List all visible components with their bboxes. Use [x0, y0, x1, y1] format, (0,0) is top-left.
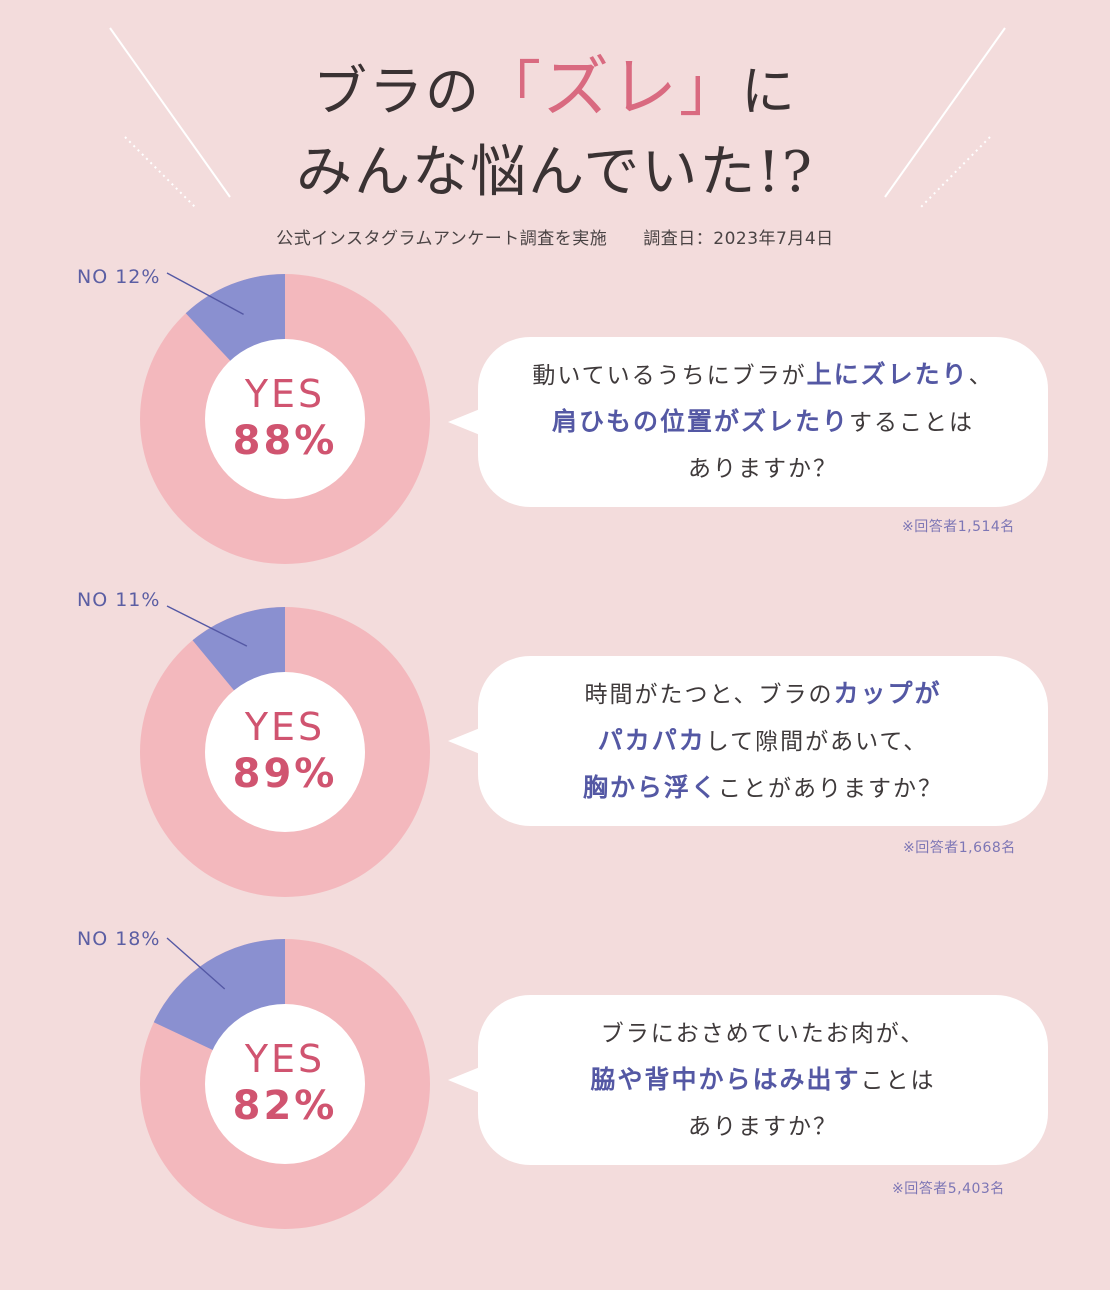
survey-date: 調査日：2023年7月4日 — [643, 229, 834, 249]
question-text: ブラにおさめていたお肉が、 — [600, 1020, 926, 1047]
question-text: 、 — [968, 363, 994, 389]
question-bubble-3: ブラにおさめていたお肉が、 脇や背中からはみ出すことは ありますか？ — [448, 995, 1048, 1165]
no-leader-line — [166, 272, 244, 316]
no-leader-line — [166, 605, 248, 647]
question-emphasis: 脇や背中からはみ出す — [590, 1064, 861, 1094]
question-text: ありますか？ — [688, 1113, 838, 1140]
yes-label: YES — [244, 705, 326, 749]
question-bubble-2: 時間がたつと、ブラのカップが パカパカして隙間があいて、 胸から浮くことがありますか… — [448, 656, 1048, 826]
question-text: して隙間があいて、 — [705, 728, 929, 755]
question-line: 脇や背中からはみ出すことは — [590, 1057, 935, 1104]
question-line: 動いているうちにブラが上にズレたり、 — [532, 352, 993, 399]
question-emphasis: 上にズレたり — [806, 360, 969, 389]
question-bubble-1: 動いているうちにブラが上にズレたり、 肩ひもの位置がズレたりすることは ありますか？ — [448, 337, 1048, 507]
respondent-count: ※回答者1,668名 — [903, 840, 1016, 856]
yes-label: YES — [244, 372, 326, 416]
question-line: ありますか？ — [688, 1104, 838, 1150]
question-emphasis: パカパカ — [597, 725, 706, 755]
question-emphasis: 肩ひもの位置がズレたり — [551, 407, 849, 436]
question-text: 動いているうちにブラが — [532, 363, 807, 389]
question-line: 肩ひもの位置がズレたりすることは — [552, 399, 974, 446]
yes-percentage: 88% — [232, 418, 338, 464]
decorative-lines — [109, 27, 1006, 209]
donut-chart-3: YES 82% — [139, 937, 431, 1230]
yes-percentage: 82% — [232, 1083, 338, 1129]
question-line: パカパカして隙間があいて、 — [598, 718, 929, 765]
headline-line-1: ブラの「ズレ」に — [313, 49, 797, 126]
headline-highlight: ズレ — [543, 49, 679, 126]
no-label: NO 12% — [77, 266, 161, 288]
question-text: することは — [849, 410, 974, 436]
question-line: 胸から浮くことがありますか？ — [583, 765, 943, 812]
question-line: ありますか？ — [688, 446, 838, 492]
no-label: NO 18% — [77, 928, 161, 950]
donut-center-1: YES 88% — [139, 273, 431, 565]
respondent-count: ※回答者5,403名 — [892, 1181, 1005, 1197]
question-text: 時間がたつと、ブラの — [584, 681, 834, 708]
donut-hole — [205, 1004, 365, 1164]
question-emphasis: 胸から浮く — [582, 772, 718, 802]
question-emphasis: カップが — [833, 678, 942, 708]
yes-percentage: 89% — [232, 751, 338, 797]
donut-center-2: YES 89% — [139, 606, 431, 898]
headline-line-2: みんな悩んでいた!? — [296, 140, 814, 205]
donut-chart-1: YES 88% — [139, 272, 431, 565]
donut-hole — [205, 672, 365, 832]
question-line: ブラにおさめていたお肉が、 — [601, 1011, 926, 1057]
question-text: ことは — [860, 1067, 936, 1094]
no-leader-line — [166, 937, 226, 990]
question-text: ことがありますか？ — [718, 775, 943, 802]
donut-hole — [205, 339, 365, 499]
respondent-count: ※回答者1,514名 — [902, 519, 1015, 535]
question-line: 時間がたつと、ブラのカップが — [584, 671, 941, 718]
donut-center-3: YES 82% — [139, 938, 431, 1230]
survey-info: 公式インスタグラムアンケート調査を実施 調査日：2023年7月4日 — [0, 224, 1110, 249]
yes-label: YES — [244, 1037, 326, 1081]
survey-method: 公式インスタグラムアンケート調査を実施 — [276, 229, 608, 249]
question-text: ありますか？ — [688, 456, 838, 482]
no-label: NO 11% — [77, 589, 161, 611]
donut-chart-2: YES 89% — [139, 605, 431, 898]
